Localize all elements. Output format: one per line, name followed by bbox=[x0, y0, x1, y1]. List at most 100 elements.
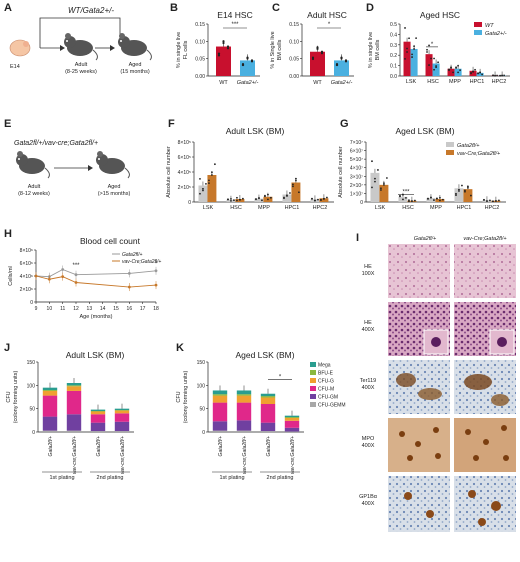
bar-g-mpp-0 bbox=[426, 198, 436, 202]
stack-j-0-cfu-gemm bbox=[42, 430, 58, 432]
dot-g bbox=[430, 196, 432, 199]
bar-g-lsk-1 bbox=[379, 184, 389, 202]
panel-label-k: K bbox=[176, 342, 184, 354]
xtick-label-d-3: HPC1 bbox=[470, 79, 485, 85]
stack-j-0-cfu-g bbox=[42, 390, 58, 396]
chart-b-ylabel: % in single live bbox=[176, 32, 182, 68]
dot-f bbox=[242, 197, 244, 200]
legend-label-k-1: BFU-E bbox=[318, 371, 334, 377]
chart-g-ylabel: Absolute cell number bbox=[338, 146, 344, 198]
dot-f bbox=[317, 198, 319, 201]
xtick-label-k-2: Gata2fl/+ bbox=[266, 436, 272, 457]
histo-he100-flox bbox=[388, 244, 450, 298]
chart-c-ylabel: % in Single live bbox=[270, 31, 276, 68]
chart-d-ylabel: % in single live bbox=[368, 32, 374, 68]
dot-g bbox=[433, 199, 435, 201]
dot-d bbox=[437, 61, 439, 64]
chart-g-ytick-label: 7×10⁷ bbox=[350, 140, 363, 146]
dot-b-0 bbox=[217, 54, 221, 57]
dot-d bbox=[455, 67, 457, 69]
dot-d bbox=[477, 72, 479, 75]
dot-d bbox=[404, 27, 406, 29]
dot-g bbox=[464, 189, 466, 192]
dot-g bbox=[461, 184, 463, 187]
chart-k: 0 50 100 150 CFU (colony forming units) Gata2f… bbox=[176, 360, 346, 481]
dot-f bbox=[202, 187, 204, 190]
xtick-label-h-0: 9 bbox=[35, 306, 38, 312]
stack-j-2-cfu-gemm bbox=[90, 431, 106, 432]
bar-d-lsk-1 bbox=[410, 48, 418, 76]
dot-g bbox=[371, 160, 373, 163]
dot-f bbox=[208, 179, 210, 182]
embryo-icon bbox=[9, 39, 31, 57]
dot-f bbox=[230, 199, 232, 202]
panel-label-c: C bbox=[272, 2, 280, 14]
chart-b-ytick-label: 0.15 bbox=[195, 22, 205, 28]
chart-h-ytick-label: 0 bbox=[30, 300, 33, 306]
panel-e-stage1-line1: Adult bbox=[27, 184, 41, 190]
point-h-0 bbox=[74, 273, 78, 277]
dot-g bbox=[427, 198, 429, 200]
series-line-h-0 bbox=[35, 269, 157, 278]
chart-d-ytick-label: 0.4 bbox=[390, 32, 397, 38]
stack-k-0-cfu-gm bbox=[212, 421, 228, 431]
legend-label-d-0: WT bbox=[485, 23, 494, 29]
bar-d-lsk-0 bbox=[403, 41, 411, 76]
stack-k-3-bfu-e bbox=[284, 417, 300, 418]
chart-k-ylabel: CFU bbox=[176, 391, 182, 402]
xtick-label-c-0: WT bbox=[313, 80, 322, 86]
bar-d-hpc1-0 bbox=[469, 70, 477, 76]
chart-k-ylabel2: (colony forming units) bbox=[183, 371, 189, 424]
dot-g bbox=[383, 183, 385, 186]
stack-k-2-bfu-e bbox=[260, 396, 276, 398]
panel-a-schematic bbox=[9, 17, 152, 61]
chart-f-ytick-label: 0 bbox=[188, 200, 191, 206]
legend-swatch-d-0 bbox=[474, 22, 482, 27]
stack-j-0-cfu-gm bbox=[42, 416, 58, 431]
dot-d bbox=[433, 68, 435, 71]
dot-d bbox=[406, 51, 408, 53]
chart-c-ytick-label: 0.10 bbox=[289, 39, 299, 45]
dot-f bbox=[227, 198, 229, 201]
stack-k-1-mega bbox=[236, 390, 252, 395]
dot-f bbox=[289, 192, 291, 194]
dot-f bbox=[258, 197, 260, 200]
legend-label-k-5: CFU-GEMM bbox=[318, 403, 346, 409]
panel-label-i: I bbox=[356, 232, 360, 244]
dot-f bbox=[202, 189, 204, 192]
legend-swatch-k-1 bbox=[310, 370, 316, 375]
stack-k-0-bfu-e bbox=[212, 394, 228, 396]
legend-swatch-k-0 bbox=[310, 362, 316, 367]
stack-j-2-mega bbox=[90, 409, 106, 411]
dot-b-0 bbox=[217, 52, 221, 55]
adult-mouse-icon bbox=[64, 33, 98, 61]
dot-g bbox=[377, 169, 379, 171]
bar-f-hpc1-0 bbox=[282, 194, 292, 202]
bar-d-hpc1-1 bbox=[476, 72, 484, 76]
dot-d bbox=[406, 47, 408, 50]
stack-j-3-cfu-g bbox=[114, 410, 130, 414]
legend-swatch-k-2 bbox=[310, 378, 316, 383]
dot-f bbox=[270, 196, 272, 199]
dot-d bbox=[450, 67, 452, 69]
bar-c-0 bbox=[310, 51, 325, 76]
dot-d bbox=[459, 69, 461, 72]
panel-label-g: G bbox=[340, 118, 349, 130]
chart-h-ytick-label: 4×10⁶ bbox=[20, 274, 33, 280]
dot-g bbox=[458, 188, 460, 191]
dot-g bbox=[405, 196, 407, 199]
dot-f bbox=[267, 193, 269, 196]
stack-j-1-cfu-m bbox=[66, 390, 82, 415]
dot-c-0 bbox=[316, 46, 319, 49]
xtick-label-g-2: MPP bbox=[430, 205, 442, 211]
dot-g bbox=[411, 200, 413, 202]
stack-k-3-mega bbox=[284, 415, 300, 418]
dot-c-1 bbox=[335, 63, 339, 66]
stack-j-0-mega bbox=[42, 387, 58, 390]
sig-label-d: * bbox=[431, 42, 434, 48]
xtick-label-h-2: 11 bbox=[60, 306, 65, 312]
chart-f-ylabel: Absolute cell number bbox=[166, 146, 172, 198]
stack-j-0-cfu-m bbox=[42, 395, 58, 417]
stack-j-3-mega bbox=[114, 408, 130, 411]
dot-d bbox=[430, 57, 432, 60]
